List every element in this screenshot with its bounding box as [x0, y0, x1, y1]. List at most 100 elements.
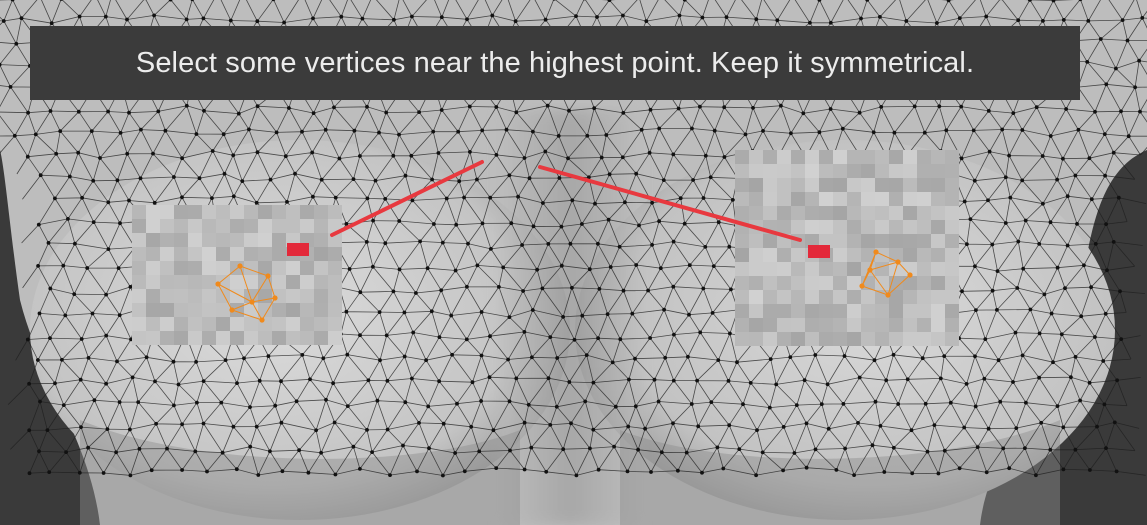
mesh-vertex[interactable] [144, 355, 149, 360]
mesh-vertex[interactable] [1016, 18, 1021, 23]
mesh-vertex[interactable] [761, 129, 765, 133]
mesh-vertex[interactable] [636, 447, 640, 452]
mesh-vertex[interactable] [127, 427, 132, 432]
mesh-vertex[interactable] [648, 336, 652, 340]
mesh-vertex[interactable] [735, 360, 739, 365]
mesh-vertex[interactable] [201, 379, 206, 383]
mesh-vertex[interactable] [489, 247, 493, 251]
mesh-vertex[interactable] [377, 130, 381, 135]
mesh-vertex[interactable] [1119, 109, 1123, 114]
mesh-vertex[interactable] [710, 311, 715, 315]
mesh-vertex[interactable] [964, 382, 969, 386]
mesh-vertex[interactable] [67, 174, 72, 179]
mesh-vertex[interactable] [620, 155, 625, 160]
mesh-vertex[interactable] [973, 404, 978, 409]
mesh-vertex[interactable] [559, 263, 564, 268]
mesh-vertex[interactable] [623, 200, 627, 205]
mesh-vertex[interactable] [826, 426, 831, 431]
mesh-vertex[interactable] [333, 195, 338, 200]
mesh-vertex[interactable] [1069, 375, 1073, 380]
mesh-vertex[interactable] [896, 402, 901, 406]
mesh-vertex[interactable] [678, 196, 683, 201]
mesh-vertex[interactable] [72, 292, 77, 296]
mesh-vertex[interactable] [14, 41, 19, 46]
mesh-vertex[interactable] [513, 19, 518, 24]
mesh-vertex[interactable] [1098, 37, 1103, 41]
mesh-vertex[interactable] [417, 110, 421, 114]
mesh-vertex[interactable] [585, 133, 590, 138]
mesh-vertex[interactable] [521, 289, 525, 293]
mesh-vertex[interactable] [454, 222, 459, 227]
mesh-vertex[interactable] [488, 195, 493, 200]
mesh-vertex[interactable] [54, 151, 59, 156]
mesh-vertex[interactable] [430, 177, 434, 182]
mesh-vertex[interactable] [516, 194, 520, 199]
mesh-vertex[interactable] [38, 173, 43, 178]
mesh-vertex[interactable] [984, 14, 989, 19]
mesh-vertex[interactable] [1140, 16, 1145, 20]
mesh-vertex[interactable] [117, 400, 122, 404]
mesh-vertex[interactable] [712, 128, 717, 133]
mesh-vertex[interactable] [541, 201, 545, 205]
mesh-vertex[interactable] [1020, 178, 1025, 183]
mesh-vertex[interactable] [114, 450, 118, 455]
mesh-vertex[interactable] [730, 198, 735, 202]
mesh-vertex[interactable] [321, 356, 326, 361]
mesh-vertex[interactable] [643, 426, 647, 431]
mesh-vertex[interactable] [794, 403, 799, 407]
mesh-vertex[interactable] [843, 446, 847, 451]
mesh-vertex[interactable] [986, 426, 991, 431]
mesh-vertex[interactable] [101, 471, 106, 475]
mesh-vertex[interactable] [531, 129, 535, 134]
mesh-vertex[interactable] [703, 245, 708, 249]
mesh-vertex[interactable] [570, 285, 574, 290]
mesh-vertex[interactable] [27, 428, 32, 433]
mesh-vertex[interactable] [344, 222, 349, 226]
mesh-vertex[interactable] [425, 266, 430, 271]
mesh-vertex[interactable] [610, 360, 615, 365]
mesh-vertex[interactable] [937, 104, 942, 109]
mesh-vertex[interactable] [709, 400, 714, 404]
mesh-vertex[interactable] [86, 356, 91, 360]
mesh-vertex[interactable] [223, 358, 228, 362]
mesh-vertex[interactable] [80, 195, 84, 200]
mesh-vertex[interactable] [701, 196, 706, 200]
mesh-vertex[interactable] [671, 284, 676, 289]
mesh-vertex[interactable] [912, 104, 917, 109]
mesh-vertex[interactable] [1102, 132, 1107, 137]
mesh-vertex[interactable] [774, 382, 779, 387]
mesh-vertex[interactable] [271, 0, 276, 2]
mesh-vertex[interactable] [268, 177, 273, 182]
mesh-vertex[interactable] [1065, 243, 1070, 248]
mesh-vertex[interactable] [663, 355, 668, 360]
mesh-vertex[interactable] [475, 177, 479, 182]
mesh-vertex[interactable] [210, 196, 214, 201]
mesh-vertex[interactable] [480, 221, 485, 226]
selected-vertex[interactable] [272, 295, 278, 301]
mesh-vertex[interactable] [1095, 424, 1099, 429]
mesh-vertex[interactable] [698, 104, 702, 109]
mesh-vertex[interactable] [477, 449, 482, 454]
mesh-vertex[interactable] [1093, 109, 1097, 114]
mesh-vertex[interactable] [715, 445, 720, 450]
mesh-vertex[interactable] [210, 149, 215, 153]
mesh-vertex[interactable] [548, 423, 553, 427]
mesh-vertex[interactable] [46, 241, 51, 245]
mesh-vertex[interactable] [596, 467, 601, 472]
mesh-vertex[interactable] [514, 110, 519, 115]
mesh-vertex[interactable] [561, 447, 566, 452]
mesh-vertex[interactable] [646, 288, 650, 293]
mesh-vertex[interactable] [280, 469, 285, 474]
mesh-vertex[interactable] [36, 264, 40, 268]
mesh-vertex[interactable] [974, 308, 978, 312]
mesh-vertex[interactable] [1114, 469, 1119, 474]
mesh-vertex[interactable] [960, 289, 964, 294]
mesh-vertex[interactable] [324, 397, 328, 402]
mesh-vertex[interactable] [455, 401, 459, 406]
mesh-vertex[interactable] [607, 0, 612, 2]
mesh-vertex[interactable] [73, 241, 77, 246]
mesh-vertex[interactable] [248, 444, 253, 449]
mesh-vertex[interactable] [597, 287, 602, 291]
mesh-vertex[interactable] [231, 424, 236, 429]
mesh-vertex[interactable] [410, 14, 414, 19]
